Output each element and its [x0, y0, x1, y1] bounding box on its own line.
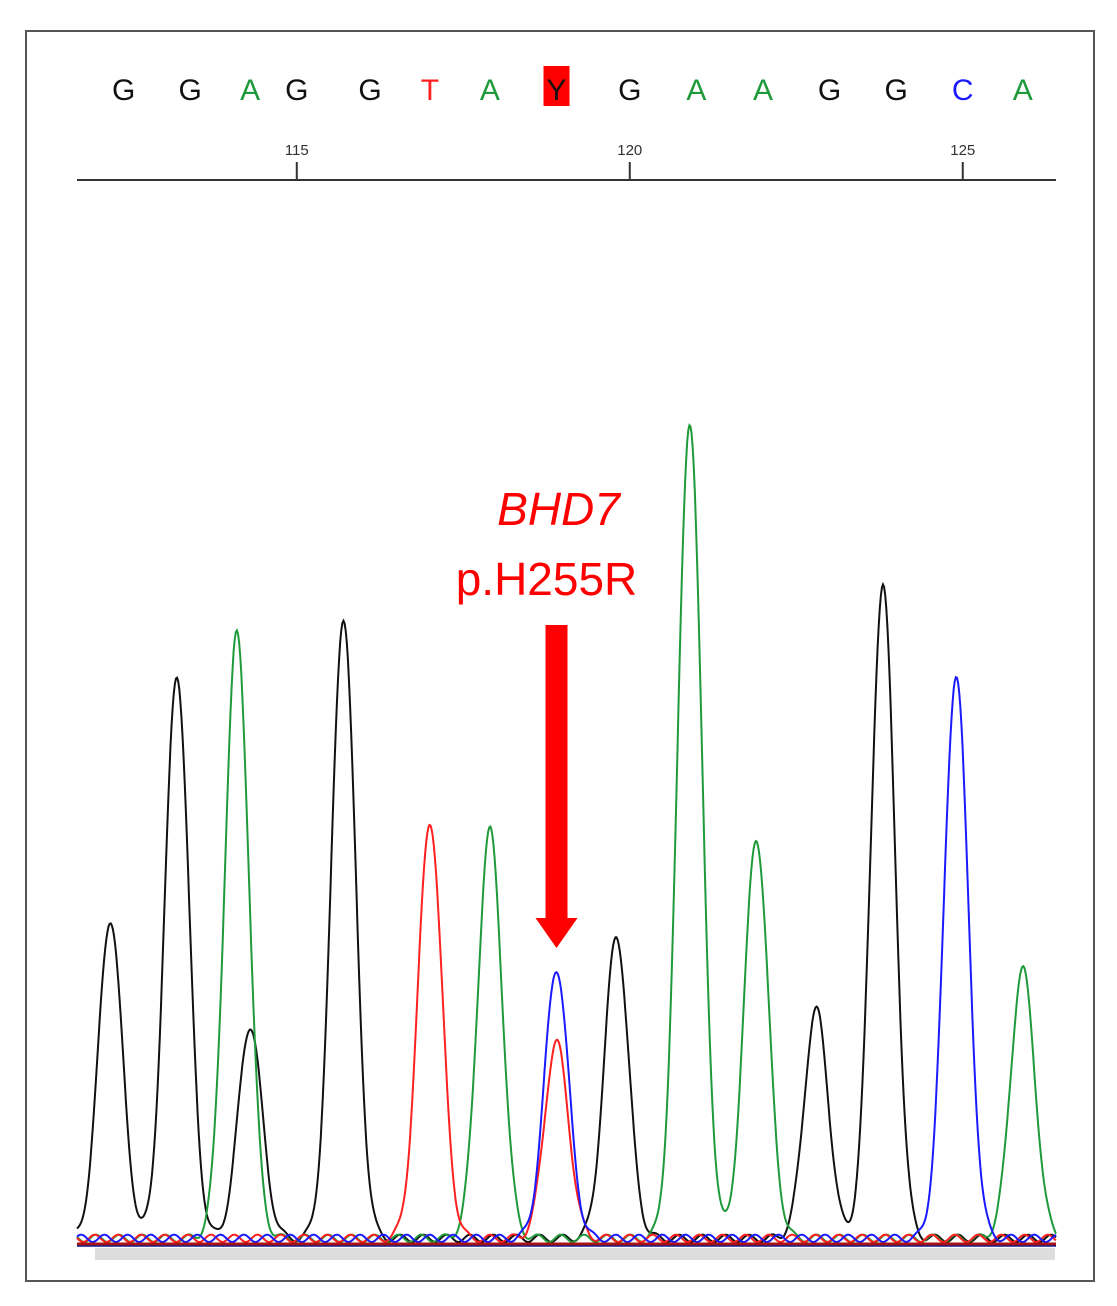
trace-C — [76, 675, 1057, 1244]
base-call-4: G — [358, 74, 381, 107]
base-call-7: Y — [547, 74, 567, 107]
base-call-0: G — [112, 74, 135, 107]
base-call-3: G — [285, 74, 308, 107]
base-call-13: C — [952, 74, 974, 107]
trace-line-G — [76, 581, 1057, 1244]
trace-area — [76, 423, 1057, 1244]
gene-label: BHD7 — [497, 483, 621, 535]
tick-label-125: 125 — [950, 142, 975, 159]
mutation-arrow-icon — [535, 625, 578, 948]
tick-label-120: 120 — [617, 142, 642, 159]
scroll-track — [95, 1248, 1055, 1260]
tick-label-115: 115 — [285, 142, 309, 159]
variant-label: p.H255R — [456, 553, 638, 605]
trace-T — [76, 823, 1057, 1244]
base-call-2: A — [240, 74, 260, 107]
base-call-12: G — [884, 74, 907, 107]
base-call-6: A — [480, 74, 500, 107]
base-call-9: A — [686, 74, 706, 107]
base-call-8: G — [618, 74, 641, 107]
arrow-shaft — [545, 625, 568, 920]
arrow-head — [535, 918, 578, 948]
base-call-10: A — [753, 74, 773, 107]
trace-line-C — [76, 675, 1057, 1244]
base-call-1: G — [179, 74, 202, 107]
base-call-14: A — [1013, 74, 1033, 107]
base-call-5: T — [421, 74, 439, 107]
position-ruler: 115 120 125 — [77, 142, 1056, 181]
mutation-annotation: BHD7 p.H255R — [456, 483, 638, 948]
base-call-11: G — [818, 74, 841, 107]
trace-G — [76, 581, 1057, 1244]
trace-line-T — [76, 823, 1057, 1244]
trace-baseline — [77, 1242, 1056, 1260]
ambiguous-base-highlight — [543, 66, 570, 106]
